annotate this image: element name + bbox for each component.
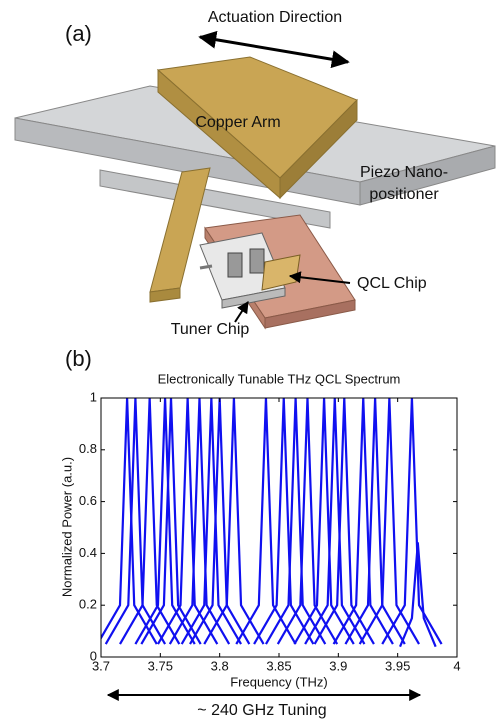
x-tick-label: 3.8 (211, 658, 229, 673)
label: Actuation Direction (208, 9, 342, 26)
y-tick-label: 1 (90, 389, 97, 404)
x-axis-label: Frequency (THz) (230, 674, 328, 689)
label: Tuner Chip (171, 321, 250, 338)
chart-title: Electronically Tunable THz QCL Spectrum (158, 371, 401, 386)
x-tick-label: 3.95 (385, 658, 410, 673)
x-tick-label: 3.75 (148, 658, 173, 673)
label: QCL Chip (357, 275, 427, 292)
y-axis-label: Normalized Power (a.u.) (59, 457, 74, 597)
actuation-arrow (200, 37, 348, 62)
y-tick-label: 0.6 (79, 493, 97, 508)
panel-label: (b) (65, 346, 92, 371)
tuner-window (250, 249, 264, 273)
annotation: ~ 240 GHz Tuning (197, 702, 326, 719)
plot (97, 398, 441, 647)
x-tick-label: 3.7 (92, 658, 110, 673)
x-tick-label: 3.85 (266, 658, 291, 673)
y-tick-label: 0.2 (79, 597, 97, 612)
wire (200, 266, 212, 268)
x-tick-label: 3.9 (329, 658, 347, 673)
panel-label: (a) (65, 21, 92, 46)
label: Copper Arm (195, 114, 280, 131)
y-tick-label: 0.4 (79, 545, 97, 560)
tuner-window (228, 253, 242, 277)
figure: (a) Actuation Direction Copper Arm Piezo… (0, 0, 498, 722)
y-tick-label: 0.8 (79, 441, 97, 456)
label: Piezo Nano- (360, 164, 448, 181)
label: positioner (369, 186, 439, 203)
x-tick-label: 4 (453, 658, 460, 673)
